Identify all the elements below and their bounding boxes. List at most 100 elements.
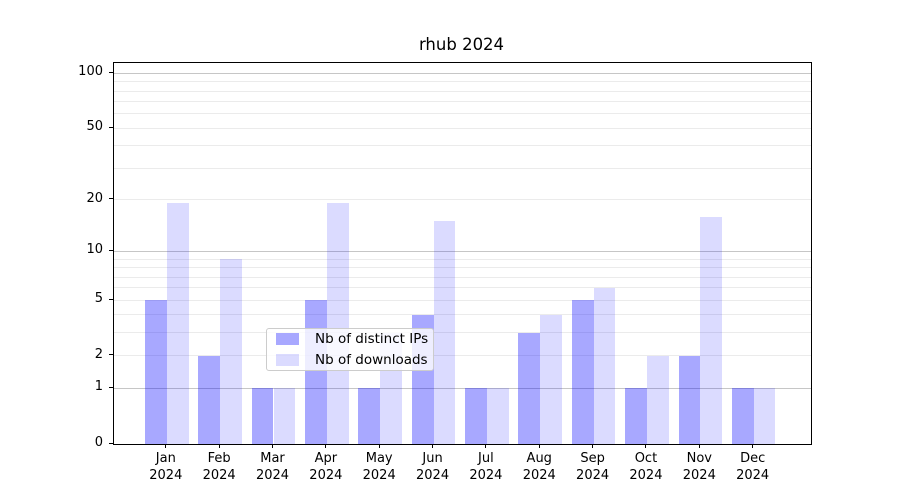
legend-swatch-distinct-ips	[276, 333, 299, 345]
gridline-minor	[114, 355, 811, 357]
bar-downloads-oct	[646, 355, 669, 444]
bar-downloads-mar	[273, 388, 296, 444]
x-tick-mark	[645, 444, 647, 448]
y-tick-label: 100	[78, 64, 103, 80]
x-tick-month: Jul	[478, 451, 494, 466]
bar-distinct-ips-jul	[465, 388, 487, 444]
x-tick-month: Dec	[740, 451, 766, 466]
legend-item: Nb of downloads	[276, 352, 428, 368]
x-tick-year: 2024	[149, 468, 183, 483]
bar-downloads-jul	[486, 388, 509, 444]
x-tick-month: May	[365, 451, 393, 466]
x-tick-label: Feb 2024	[189, 450, 249, 484]
legend-item: Nb of distinct IPs	[276, 331, 428, 347]
gridline-minor	[114, 276, 811, 278]
bar-distinct-ips-jan	[145, 300, 167, 444]
gridline-minor	[114, 258, 811, 260]
gridline-minor	[114, 267, 811, 269]
x-tick-month: Jan	[155, 451, 176, 466]
y-tick-mark	[109, 198, 113, 200]
bar-downloads-jan	[166, 203, 189, 444]
y-tick-mark	[109, 442, 113, 444]
y-tick-mark	[109, 71, 113, 73]
x-tick-month: Mar	[260, 451, 285, 466]
x-tick-month: Feb	[207, 451, 231, 466]
gridline-minor	[114, 101, 811, 103]
y-tick-label: 5	[94, 291, 103, 307]
x-tick-mark	[752, 444, 754, 448]
x-tick-year: 2024	[522, 468, 556, 483]
x-tick-month: Jun	[422, 451, 443, 466]
x-tick-year: 2024	[469, 468, 503, 483]
x-tick-label: Jan 2024	[136, 450, 196, 484]
y-tick-label: 50	[86, 119, 103, 135]
bar-downloads-apr	[326, 203, 349, 444]
bar-distinct-ips-apr	[305, 300, 327, 444]
x-tick-mark	[378, 444, 380, 448]
x-tick-label: Aug 2024	[509, 450, 569, 484]
bar-downloads-feb	[220, 259, 242, 444]
x-tick-label: May 2024	[349, 450, 409, 484]
x-tick-year: 2024	[629, 468, 663, 483]
gridline-minor	[114, 199, 811, 201]
x-tick-month: Apr	[314, 451, 338, 466]
x-tick-label: Jul 2024	[456, 450, 516, 484]
gridline-major	[114, 387, 811, 389]
legend-swatch-downloads	[276, 354, 299, 366]
gridline-major	[114, 250, 811, 252]
y-tick-mark	[109, 354, 113, 356]
legend-label: Nb of distinct IPs	[315, 331, 429, 347]
bar-distinct-ips-dec	[731, 388, 754, 444]
bar-downloads-sep	[593, 287, 616, 444]
x-tick-mark	[485, 444, 487, 448]
gridline-minor	[114, 90, 811, 92]
gridline-minor	[114, 332, 811, 334]
x-tick-mark	[538, 444, 540, 448]
x-tick-month: Nov	[686, 451, 712, 466]
x-tick-label: Dec 2024	[723, 450, 783, 484]
gridline-minor	[114, 113, 811, 115]
y-tick-mark	[109, 249, 113, 251]
bar-downloads-nov	[700, 216, 723, 444]
plot-area	[113, 62, 812, 445]
x-tick-year: 2024	[202, 468, 236, 483]
y-axis: 0 1 2 5 10 20 50 100	[0, 62, 113, 450]
bar-distinct-ips-may	[358, 388, 381, 444]
x-tick-year: 2024	[255, 468, 290, 483]
gridline-minor	[114, 81, 811, 83]
gridline-minor	[114, 314, 811, 316]
x-tick-year: 2024	[416, 468, 450, 483]
x-tick-month: Sep	[580, 451, 605, 466]
legend: Nb of distinct IPs Nb of downloads	[266, 328, 434, 371]
y-tick-label: 1	[94, 379, 103, 395]
bar-downloads-aug	[540, 314, 563, 444]
gridline-minor	[114, 127, 811, 129]
bar-downloads-jun	[433, 221, 456, 444]
y-tick-mark	[109, 298, 113, 300]
bar-distinct-ips-mar	[251, 388, 274, 444]
bar-distinct-ips-oct	[625, 388, 647, 444]
x-tick-month: Aug	[526, 451, 552, 466]
bar-distinct-ips-aug	[518, 332, 541, 444]
bar-distinct-ips-sep	[571, 300, 594, 444]
x-tick-year: 2024	[576, 468, 610, 483]
gridline-minor	[114, 167, 811, 169]
x-tick-mark	[165, 444, 167, 448]
gridline-minor	[114, 287, 811, 289]
y-tick-label: 20	[86, 190, 103, 206]
y-tick-label: 10	[86, 242, 103, 258]
x-tick-label: Jun 2024	[403, 450, 463, 484]
x-tick-mark	[272, 444, 273, 448]
legend-label: Nb of downloads	[315, 352, 428, 368]
x-tick-year: 2024	[682, 468, 716, 483]
x-tick-year: 2024	[736, 468, 770, 483]
x-tick-mark	[218, 444, 220, 448]
x-tick-year: 2024	[309, 468, 343, 483]
x-tick-year: 2024	[362, 468, 396, 483]
x-tick-label: Sep 2024	[563, 450, 623, 484]
x-tick-mark	[698, 444, 700, 448]
gridline-minor	[114, 145, 811, 147]
x-tick-label: Nov 2024	[669, 450, 729, 484]
x-tick-label: Oct 2024	[616, 450, 676, 484]
